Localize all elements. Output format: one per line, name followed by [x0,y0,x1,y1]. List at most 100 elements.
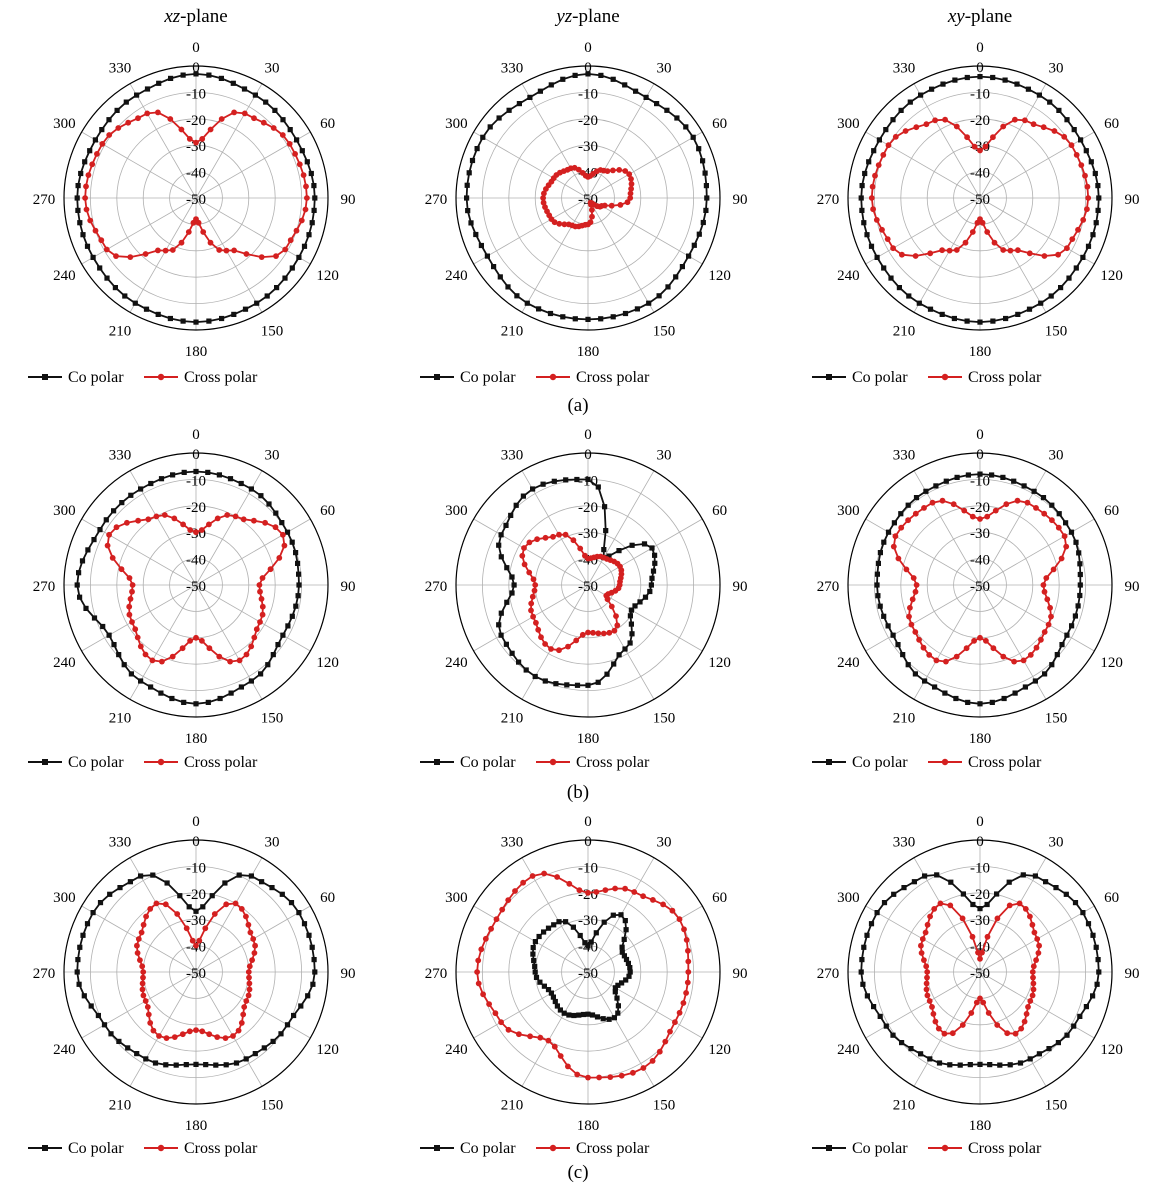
cross-polar-marker [145,1011,152,1018]
cross-polar-marker [931,906,938,912]
radial-tick-label: -10 [186,473,206,489]
co-polar-marker [964,318,970,324]
cross-polar-marker [1016,900,1023,907]
grid-spoke [913,971,981,1087]
co-polar-marker [977,319,983,325]
co-polar-marker [614,995,620,1001]
cross-polar-marker [977,147,983,154]
grid-spoke [195,131,311,199]
co-polar-marker [252,1051,258,1057]
co-polar-marker [871,148,877,154]
cross-polar-marker [532,582,539,588]
co-polar-marker [1036,1051,1042,1057]
cross-polar-marker [140,992,147,999]
cross-polar-marker [582,552,588,559]
cross-polar-marker [622,885,628,892]
cross-polar-marker [942,116,948,123]
column-title-var: yz [554,6,572,27]
cross-polar-marker [231,109,238,116]
cross-polar-marker [921,505,927,511]
cross-polar-marker [475,980,482,987]
cross-polar-marker [493,916,500,923]
co-polar-marker [649,575,655,581]
radial-tick-label: -10 [970,86,990,102]
cross-polar-marker [286,141,293,147]
cross-polar-marker [207,239,214,246]
co-polar-marker [222,880,228,886]
co-polar-marker [205,699,211,705]
co-polar-marker [540,481,546,487]
cross-polar-marker [190,219,197,226]
co-polar-marker [509,590,515,596]
angle-tick-label: 90 [1125,966,1140,982]
angle-tick-label: 330 [501,60,524,76]
cross-polar-marker [245,921,252,928]
co-polar-marker [173,1062,179,1068]
co-polar-marker [180,72,186,78]
co-polar-marker [989,699,995,705]
co-polar-marker [888,275,894,281]
co-polar-marker [1078,137,1084,143]
grid-spoke [587,518,703,586]
cross-polar-marker [193,139,199,146]
cross-polar-marker [990,645,997,652]
grid-spoke [979,971,1047,1087]
cross-polar-marker [92,227,99,234]
cross-polar-marker [193,634,199,641]
cross-polar-marker [585,629,591,636]
co-polar-marker [648,582,654,588]
cross-polar-marker [162,247,169,254]
co-polar-marker [101,1022,108,1028]
cross-polar-marker [216,653,223,660]
co-polar-marker [942,690,948,696]
co-polar-marker [703,207,709,213]
column-title-var: xy [947,6,965,27]
cross-polar-marker [243,913,249,920]
co-polar-marker [248,486,254,492]
co-polar-marker [248,678,254,684]
radial-tick-label: -50 [970,579,990,595]
angle-tick-label: 90 [341,579,356,595]
radial-tick-label: 0 [192,447,200,463]
cross-polar-marker [964,134,970,141]
cross-polar-marker [971,143,978,150]
co-polar-marker [545,925,552,931]
angle-tick-label: 120 [708,655,731,671]
cross-polar-marker [218,116,225,122]
co-polar-marker [83,605,89,611]
cross-polar-marker [519,552,526,559]
column-title-rest: -plane [572,6,619,27]
grid-spoke [195,971,263,1087]
co-polar-marker [258,493,264,499]
cross-polar-marker [1040,582,1047,588]
co-polar-marker [604,671,610,677]
cross-polar-marker [593,889,600,895]
co-polar-marker [138,873,144,879]
column-title-var: xz [163,6,180,27]
co-polar-marker [918,1051,924,1057]
radial-tick-label: -30 [578,139,598,155]
cross-polar-marker [1041,588,1048,595]
co-polar-marker [213,1062,219,1068]
co-polar-marker [514,293,520,299]
legend-co-label: Co polar [68,369,124,386]
cross-polar-marker [1044,596,1051,603]
co-polar-marker [703,183,709,189]
cross-polar-marker [520,879,526,886]
cross-polar-marker [530,576,537,583]
cross-polar-marker [526,569,533,576]
co-polar-marker [1056,511,1062,517]
cross-polar-marker [554,874,560,880]
angle-tick-label: 30 [657,447,672,463]
cross-polar-marker [630,1069,636,1076]
cross-polar-marker [994,915,1001,922]
cross-polar-marker [681,926,687,933]
co-polar-marker [508,512,514,518]
cross-polar-marker [1051,128,1058,134]
cross-polar-marker [939,247,945,254]
co-polar-marker [994,891,1000,897]
angle-tick-label: 60 [712,116,727,132]
grid-spoke [587,971,703,1039]
radial-tick-label: 0 [976,447,984,463]
cross-polar-marker [984,513,991,520]
